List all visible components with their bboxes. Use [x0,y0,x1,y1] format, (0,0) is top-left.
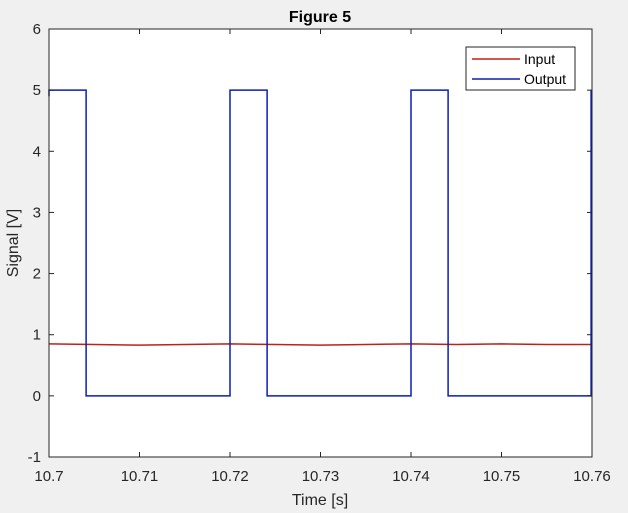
y-tick-label: 2 [33,266,41,283]
x-tick-label: 10.72 [211,468,249,485]
x-tick-label: 10.7 [34,468,63,485]
x-tick-label: 10.71 [121,468,159,485]
x-axis-label: Time [s] [292,492,348,509]
legend-label-input: Input [524,51,555,67]
y-tick-labels: -1 0 1 2 3 4 5 6 [28,21,41,466]
legend: Input Output [465,46,576,91]
y-tick-label: 6 [33,21,41,38]
chart-title: Figure 5 [289,9,351,26]
y-tick-label: -1 [28,449,41,466]
series-line-input [48,343,592,346]
plot-area [48,89,592,397]
y-axis-label: Signal [V] [5,209,22,277]
y-tick-label: 5 [33,82,41,99]
legend-label-output: Output [524,71,566,87]
y-tick-label: 4 [33,143,41,160]
series-line-output [48,89,592,397]
y-tick-label: 3 [33,204,41,221]
y-tick-label: 0 [33,388,41,405]
y-tick-label: 1 [33,327,41,344]
axes-background [49,29,592,457]
x-tick-label: 10.73 [302,468,340,485]
axis-ticks [48,28,593,458]
x-tick-label: 10.76 [573,468,611,485]
legend-box [465,46,576,91]
x-tick-label: 10.74 [392,468,430,485]
x-tick-labels: 10.7 10.71 10.72 10.73 10.74 10.75 10.76 [34,468,610,485]
x-tick-label: 10.75 [483,468,521,485]
